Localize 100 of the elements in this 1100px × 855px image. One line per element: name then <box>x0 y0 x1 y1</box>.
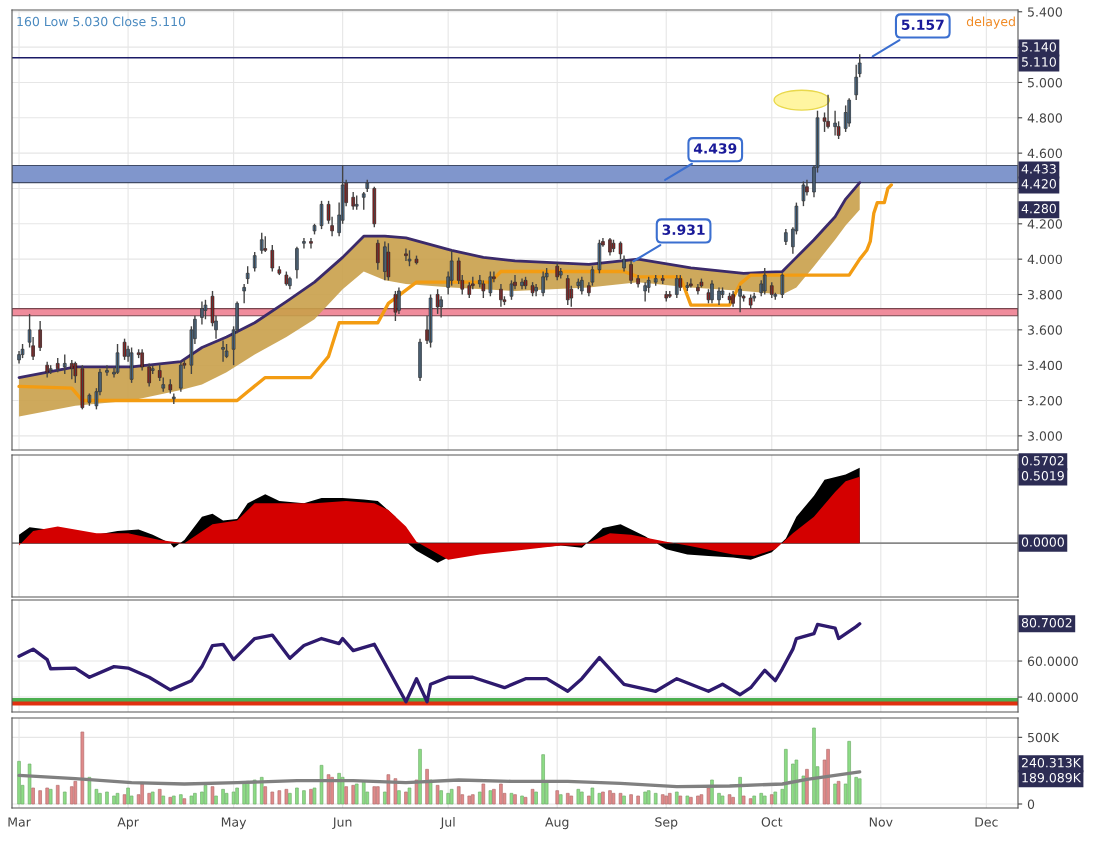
bar <box>94 788 99 805</box>
bar <box>696 795 700 805</box>
bar <box>646 790 651 805</box>
x-tick-label: Oct <box>761 817 783 827</box>
bar <box>214 795 218 805</box>
bar <box>794 759 799 805</box>
bar <box>678 795 683 805</box>
bar <box>302 790 306 805</box>
text: 0.5019 <box>1021 471 1064 481</box>
bar <box>762 795 767 805</box>
bar <box>122 794 127 805</box>
candlestick <box>252 251 257 273</box>
bar <box>150 791 155 805</box>
bar <box>555 790 559 805</box>
bar <box>513 794 517 805</box>
bar <box>404 791 408 805</box>
bar <box>203 784 208 805</box>
bar <box>773 791 778 805</box>
bar <box>224 792 229 805</box>
bar <box>263 786 268 805</box>
bar <box>520 795 524 805</box>
bar <box>805 768 809 805</box>
text: 5.110 <box>1021 57 1056 67</box>
y-tick-label: 4.200 <box>1027 219 1062 229</box>
bar <box>210 786 215 805</box>
bar <box>541 754 545 805</box>
bar <box>319 764 324 805</box>
bar <box>456 786 461 805</box>
y-tick-label: 3.200 <box>1027 395 1062 406</box>
y-tick-label: 500K <box>1027 732 1060 743</box>
bar <box>27 763 32 805</box>
bar <box>854 776 858 805</box>
bar <box>748 798 753 805</box>
bar <box>446 792 450 805</box>
bar <box>611 792 616 805</box>
text: 80.7002 <box>1021 617 1072 628</box>
bar <box>833 783 837 805</box>
bar <box>668 792 672 805</box>
bar <box>383 791 387 805</box>
bar <box>643 791 647 805</box>
bar <box>179 794 183 805</box>
bar <box>752 795 756 805</box>
y-tick-label: 60.0000 <box>1027 656 1078 666</box>
bar <box>706 787 711 805</box>
bar <box>73 780 78 805</box>
annotation: 4.439 <box>693 143 737 154</box>
y-tick-label: 3.600 <box>1027 325 1062 335</box>
bar <box>509 792 514 805</box>
y-tick-label: 3.400 <box>1027 360 1062 371</box>
bar <box>618 792 623 805</box>
bar <box>98 792 102 805</box>
text: 4.420 <box>1021 179 1056 189</box>
candlestick <box>509 279 514 301</box>
x-tick-label: Jun <box>332 817 352 830</box>
bar <box>172 795 176 805</box>
bar <box>376 786 380 805</box>
bar <box>231 791 236 805</box>
bar <box>295 787 299 805</box>
bar <box>720 795 725 805</box>
bar <box>354 783 359 805</box>
bar <box>168 796 173 805</box>
bar <box>481 783 486 805</box>
bar <box>488 790 493 805</box>
annotation: 160 Low 5.030 Close 5.110 <box>17 16 186 27</box>
bar <box>685 795 690 805</box>
bar <box>660 794 665 805</box>
bar <box>344 786 348 805</box>
annotation: 3.931 <box>662 224 705 235</box>
line-series <box>17 770 862 789</box>
bar <box>449 788 454 805</box>
bar <box>270 791 275 805</box>
annotation: 5.157 <box>901 19 944 31</box>
x-tick-label: Mar <box>8 817 31 827</box>
bar <box>45 787 49 805</box>
bar <box>784 748 788 805</box>
bar <box>569 795 574 805</box>
y-tick-label: 3.000 <box>1027 431 1062 441</box>
bar <box>664 795 669 805</box>
bar <box>636 795 640 805</box>
text: 189.089K <box>1022 772 1082 783</box>
bar <box>55 784 60 805</box>
bar <box>653 792 658 805</box>
bar <box>221 788 225 805</box>
y-tick-label: 3.800 <box>1027 289 1062 300</box>
bar <box>288 792 292 805</box>
bar <box>284 788 289 805</box>
bar <box>31 787 35 805</box>
bar <box>492 788 496 805</box>
bar <box>418 748 422 805</box>
bar <box>689 796 693 805</box>
bar <box>467 795 472 805</box>
candlestick <box>115 343 120 375</box>
bar <box>622 795 626 805</box>
bar <box>566 792 570 805</box>
bar <box>731 796 735 805</box>
bar <box>558 794 563 805</box>
x-tick-label: Sep <box>655 817 678 830</box>
bar <box>699 794 704 805</box>
bar <box>372 786 377 805</box>
bar <box>608 790 612 805</box>
